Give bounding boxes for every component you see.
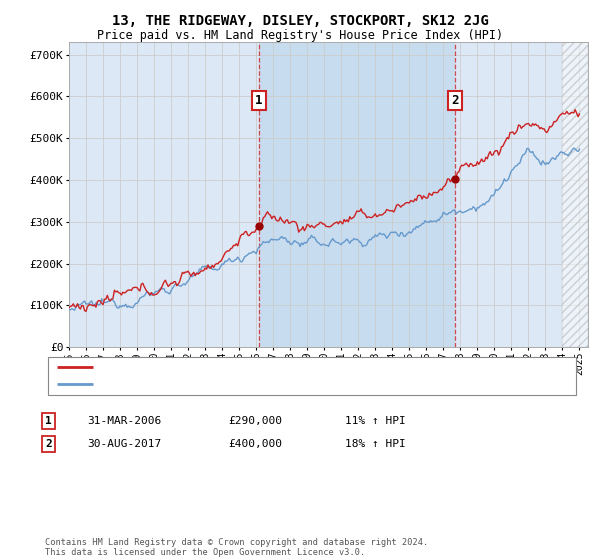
- Text: 13, THE RIDGEWAY, DISLEY, STOCKPORT, SK12 2JG (detached house): 13, THE RIDGEWAY, DISLEY, STOCKPORT, SK1…: [99, 362, 487, 372]
- Text: HPI: Average price, detached house, Cheshire East: HPI: Average price, detached house, Ches…: [99, 379, 405, 389]
- Text: 2: 2: [451, 94, 458, 107]
- Bar: [259, 42, 455, 347]
- Text: £290,000: £290,000: [228, 416, 282, 426]
- Text: 2: 2: [45, 439, 52, 449]
- Bar: [562, 42, 588, 347]
- Text: 30-AUG-2017: 30-AUG-2017: [87, 439, 161, 449]
- Text: £400,000: £400,000: [228, 439, 282, 449]
- Text: 11% ↑ HPI: 11% ↑ HPI: [345, 416, 406, 426]
- Text: 18% ↑ HPI: 18% ↑ HPI: [345, 439, 406, 449]
- Text: Contains HM Land Registry data © Crown copyright and database right 2024.
This d: Contains HM Land Registry data © Crown c…: [45, 538, 428, 557]
- Text: 31-MAR-2006: 31-MAR-2006: [87, 416, 161, 426]
- Text: 1: 1: [45, 416, 52, 426]
- Text: Price paid vs. HM Land Registry's House Price Index (HPI): Price paid vs. HM Land Registry's House …: [97, 29, 503, 42]
- Text: 1: 1: [256, 94, 263, 107]
- Text: 13, THE RIDGEWAY, DISLEY, STOCKPORT, SK12 2JG: 13, THE RIDGEWAY, DISLEY, STOCKPORT, SK1…: [112, 14, 488, 28]
